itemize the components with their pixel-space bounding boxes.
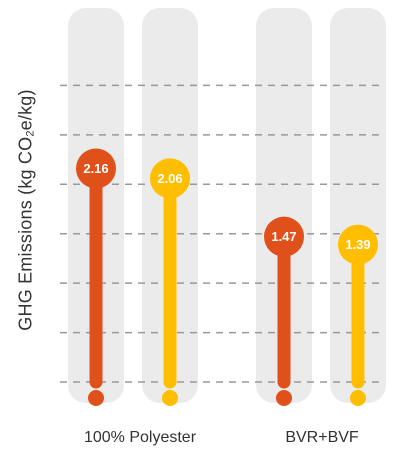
lollipop-head: [76, 148, 116, 189]
bar-track: [256, 8, 312, 403]
track-layer: [68, 8, 386, 403]
lollipop-layer: 2.16 2.06 1.47 1.39: [76, 148, 378, 406]
baseline-dot: [88, 390, 104, 406]
baseline-dot: [350, 390, 366, 406]
bar-track: [330, 8, 386, 403]
gridline-layer: [60, 84, 382, 383]
category-label: 100% Polyester: [83, 429, 197, 446]
lollipop-head: [338, 224, 378, 265]
lollipop-head: [150, 158, 190, 199]
data-label: 1.39: [345, 237, 370, 252]
lollipop-head: [264, 216, 304, 257]
data-label: 2.06: [157, 171, 182, 186]
data-label: 2.16: [83, 161, 108, 176]
baseline-dot: [162, 390, 178, 406]
category-label: BVR+BVF: [285, 429, 359, 446]
baseline-dot: [276, 390, 292, 406]
data-label: 1.47: [271, 229, 296, 244]
